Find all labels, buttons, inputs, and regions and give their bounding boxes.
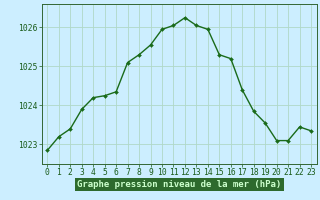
X-axis label: Graphe pression niveau de la mer (hPa): Graphe pression niveau de la mer (hPa): [77, 180, 281, 189]
